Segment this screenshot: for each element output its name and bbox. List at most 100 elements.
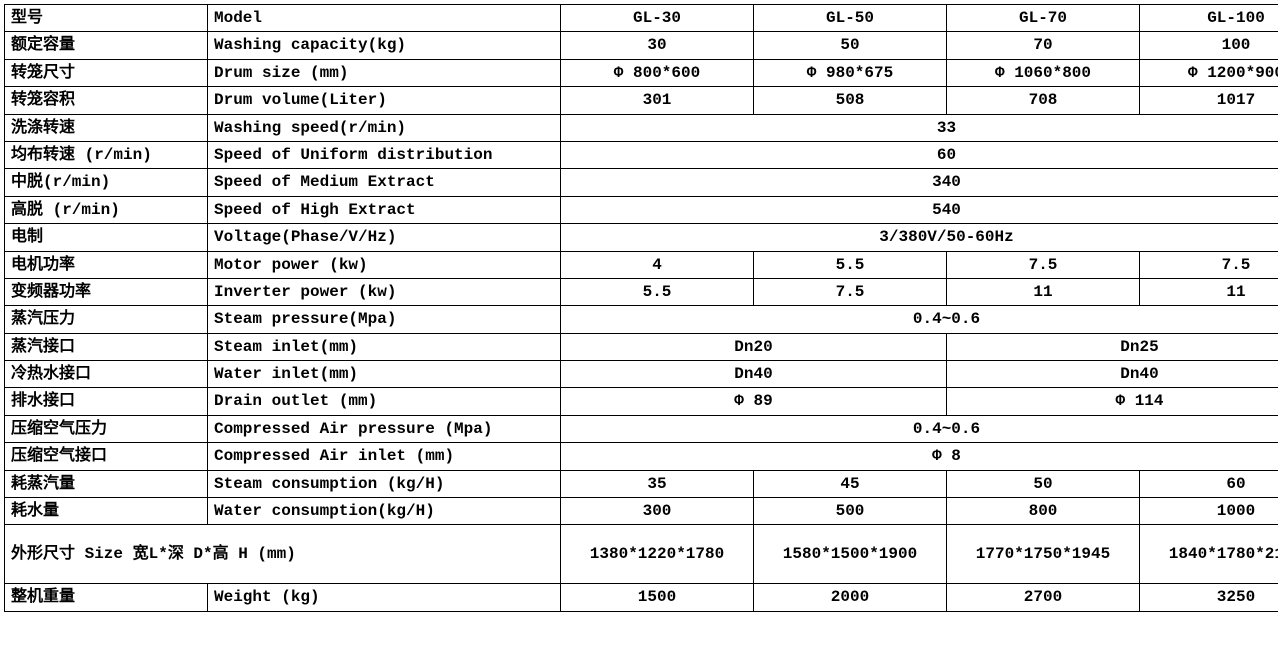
header-en: Model	[208, 5, 561, 32]
cell: Φ 1060*800	[947, 59, 1140, 86]
cell: 35	[561, 470, 754, 497]
cell: Φ 800*600	[561, 59, 754, 86]
header-model-2: GL-70	[947, 5, 1140, 32]
cell: 2700	[947, 584, 1140, 611]
row-en: Water inlet(mm)	[208, 361, 561, 388]
table-row: 耗水量 Water consumption(kg/H) 300 500 800 …	[5, 498, 1278, 525]
row-cn: 蒸汽压力	[5, 306, 208, 333]
row-en: Drum volume(Liter)	[208, 87, 561, 114]
row-cn: 耗水量	[5, 498, 208, 525]
cell: 508	[754, 87, 947, 114]
cell: 1380*1220*1780	[561, 525, 754, 584]
cell: 70	[947, 32, 1140, 59]
cell-span: 3/380V/50-60Hz	[561, 224, 1278, 251]
row-cn: 冷热水接口	[5, 361, 208, 388]
cell: 2000	[754, 584, 947, 611]
row-cn: 整机重量	[5, 584, 208, 611]
cell-span: 0.4~0.6	[561, 415, 1278, 442]
table-row: 变频器功率 Inverter power (kw) 5.5 7.5 11 11	[5, 278, 1278, 305]
table-row: 转笼容积 Drum volume(Liter) 301 508 708 1017	[5, 87, 1278, 114]
table-row: 中脱(r/min) Speed of Medium Extract 340	[5, 169, 1278, 196]
cell-pair: Dn20	[561, 333, 947, 360]
table-row: 均布转速 (r/min) Speed of Uniform distributi…	[5, 141, 1278, 168]
row-en: Steam pressure(Mpa)	[208, 306, 561, 333]
cell-span: 33	[561, 114, 1278, 141]
table-row: 电制 Voltage(Phase/V/Hz) 3/380V/50-60Hz	[5, 224, 1278, 251]
table-row: 蒸汽接口 Steam inlet(mm) Dn20 Dn25	[5, 333, 1278, 360]
cell: 100	[1140, 32, 1278, 59]
row-en: Washing speed(r/min)	[208, 114, 561, 141]
header-model-3: GL-100	[1140, 5, 1278, 32]
row-en: Washing capacity(kg)	[208, 32, 561, 59]
cell: 300	[561, 498, 754, 525]
row-en: Weight (kg)	[208, 584, 561, 611]
cell-span: Φ 8	[561, 443, 1278, 470]
cell: 50	[754, 32, 947, 59]
row-en: Speed of Uniform distribution	[208, 141, 561, 168]
row-cn: 变频器功率	[5, 278, 208, 305]
cell-pair: Φ 114	[947, 388, 1278, 415]
cell: 1017	[1140, 87, 1278, 114]
table-row: 高脱 (r/min) Speed of High Extract 540	[5, 196, 1278, 223]
header-cn: 型号	[5, 5, 208, 32]
cell: Φ 980*675	[754, 59, 947, 86]
row-en: Compressed Air pressure (Mpa)	[208, 415, 561, 442]
cell-pair: Φ 89	[561, 388, 947, 415]
row-en: Drain outlet (mm)	[208, 388, 561, 415]
row-en: Drum size (mm)	[208, 59, 561, 86]
table-row: 压缩空气压力 Compressed Air pressure (Mpa) 0.4…	[5, 415, 1278, 442]
cell-span: 0.4~0.6	[561, 306, 1278, 333]
cell: 1500	[561, 584, 754, 611]
header-row: 型号 Model GL-30 GL-50 GL-70 GL-100	[5, 5, 1278, 32]
row-cn: 洗涤转速	[5, 114, 208, 141]
row-en: Compressed Air inlet (mm)	[208, 443, 561, 470]
row-cn: 压缩空气压力	[5, 415, 208, 442]
row-cn: 额定容量	[5, 32, 208, 59]
cell: 7.5	[947, 251, 1140, 278]
table-row: 转笼尺寸 Drum size (mm) Φ 800*600 Φ 980*675 …	[5, 59, 1278, 86]
cell: 45	[754, 470, 947, 497]
table-row: 排水接口 Drain outlet (mm) Φ 89 Φ 114	[5, 388, 1278, 415]
table-row: 整机重量 Weight (kg) 1500 2000 2700 3250	[5, 584, 1278, 611]
cell: Φ 1200*900	[1140, 59, 1278, 86]
cell: 11	[1140, 278, 1278, 305]
cell: 11	[947, 278, 1140, 305]
table-row: 洗涤转速 Washing speed(r/min) 33	[5, 114, 1278, 141]
row-cn: 排水接口	[5, 388, 208, 415]
cell: 5.5	[561, 278, 754, 305]
cell-pair: Dn25	[947, 333, 1278, 360]
cell: 4	[561, 251, 754, 278]
row-en: Inverter power (kw)	[208, 278, 561, 305]
row-cn: 转笼尺寸	[5, 59, 208, 86]
cell-pair: Dn40	[561, 361, 947, 388]
row-cn: 转笼容积	[5, 87, 208, 114]
cell: 1000	[1140, 498, 1278, 525]
cell: 708	[947, 87, 1140, 114]
row-en: Voltage(Phase/V/Hz)	[208, 224, 561, 251]
table-row: 电机功率 Motor power (kw) 4 5.5 7.5 7.5	[5, 251, 1278, 278]
cell: 5.5	[754, 251, 947, 278]
header-model-0: GL-30	[561, 5, 754, 32]
cell-pair: Dn40	[947, 361, 1278, 388]
table-row: 耗蒸汽量 Steam consumption (kg/H) 35 45 50 6…	[5, 470, 1278, 497]
cell: 7.5	[754, 278, 947, 305]
row-cn: 蒸汽接口	[5, 333, 208, 360]
table-row: 外形尺寸 Size 宽L*深 D*高 H (mm) 1380*1220*1780…	[5, 525, 1278, 584]
row-cn: 高脱 (r/min)	[5, 196, 208, 223]
row-en: Steam consumption (kg/H)	[208, 470, 561, 497]
cell: 1770*1750*1945	[947, 525, 1140, 584]
row-en: Water consumption(kg/H)	[208, 498, 561, 525]
row-cn: 电制	[5, 224, 208, 251]
row-cn: 耗蒸汽量	[5, 470, 208, 497]
row-en: Speed of Medium Extract	[208, 169, 561, 196]
cell: 800	[947, 498, 1140, 525]
cell: 3250	[1140, 584, 1278, 611]
cell: 60	[1140, 470, 1278, 497]
row-cn: 电机功率	[5, 251, 208, 278]
cell: 1580*1500*1900	[754, 525, 947, 584]
row-cn-merged: 外形尺寸 Size 宽L*深 D*高 H (mm)	[5, 525, 561, 584]
cell-span: 540	[561, 196, 1278, 223]
cell: 1840*1780*2100	[1140, 525, 1278, 584]
cell: 7.5	[1140, 251, 1278, 278]
cell: 301	[561, 87, 754, 114]
